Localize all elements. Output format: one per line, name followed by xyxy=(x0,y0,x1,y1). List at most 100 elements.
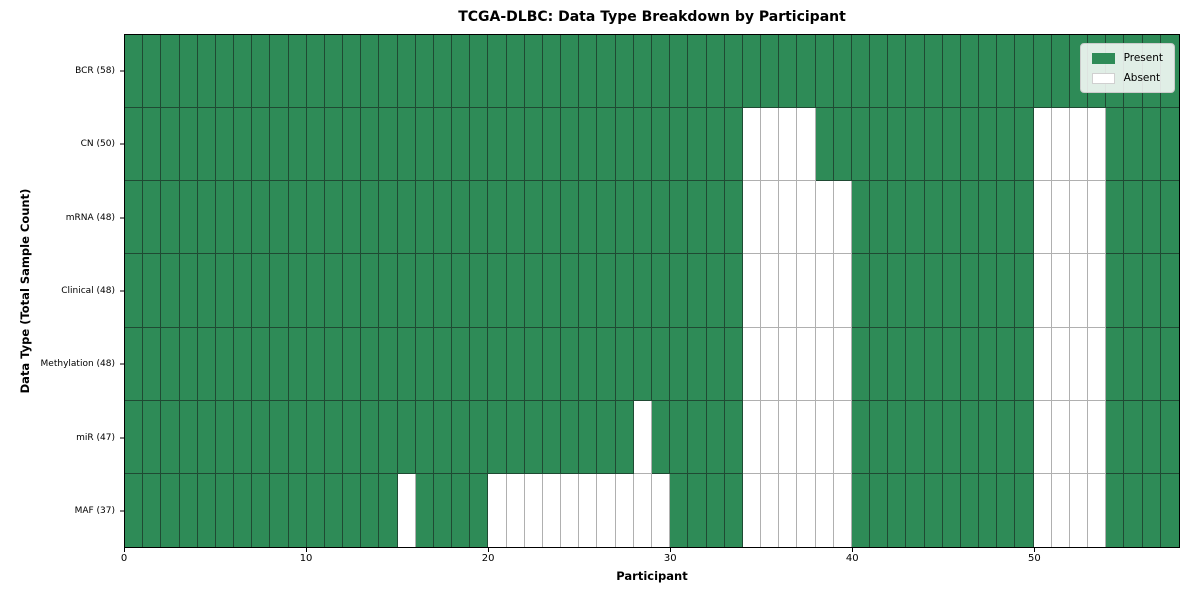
heatmap-cell xyxy=(833,400,852,474)
heatmap-cell xyxy=(488,35,507,109)
heatmap-cell xyxy=(979,400,998,474)
heatmap-cell xyxy=(942,327,961,401)
heatmap-cell xyxy=(542,400,562,474)
heatmap-cell xyxy=(524,254,543,328)
heatmap-cell xyxy=(1142,254,1161,328)
heatmap-cell xyxy=(433,35,453,109)
heatmap-cell xyxy=(488,181,507,255)
y-tick-label: CN (50) xyxy=(80,139,115,150)
heatmap-cell xyxy=(706,181,725,255)
heatmap-cell xyxy=(1160,181,1179,255)
heatmap-cell xyxy=(1069,108,1089,182)
heatmap-cell xyxy=(252,108,271,182)
heatmap-cell xyxy=(197,327,216,401)
heatmap-cell xyxy=(579,400,598,474)
heatmap-cell xyxy=(651,254,671,328)
heatmap-cell xyxy=(797,400,816,474)
heatmap-cell xyxy=(125,108,144,182)
heatmap-cell xyxy=(797,254,816,328)
heatmap-cell xyxy=(651,108,671,182)
heatmap-cell xyxy=(452,35,471,109)
heatmap-cell xyxy=(979,181,998,255)
heatmap-cell xyxy=(125,35,144,109)
y-tick-mark xyxy=(120,437,124,439)
heatmap-cell xyxy=(179,473,198,547)
heatmap-cell xyxy=(870,181,889,255)
heatmap-cell xyxy=(306,35,325,109)
heatmap-cell xyxy=(761,181,780,255)
heatmap-cell xyxy=(670,473,689,547)
heatmap-cell xyxy=(234,473,253,547)
heatmap-cell xyxy=(1142,400,1161,474)
heatmap-cell xyxy=(343,181,362,255)
heatmap-cell xyxy=(924,181,943,255)
heatmap-cell xyxy=(670,181,689,255)
heatmap-cell xyxy=(997,473,1016,547)
heatmap-cell xyxy=(197,181,216,255)
heatmap-cell xyxy=(851,108,871,182)
heatmap-cell xyxy=(597,400,616,474)
heatmap-cell xyxy=(724,473,743,547)
heatmap-cell xyxy=(215,400,235,474)
heatmap-cell xyxy=(415,181,434,255)
heatmap-cell xyxy=(215,254,235,328)
y-axis: BCR (58) CN (50) mRNA (48) Clinical (48) Met… xyxy=(0,34,124,548)
heatmap-cell xyxy=(670,108,689,182)
x-tick-mark xyxy=(124,548,125,552)
heatmap-cell xyxy=(615,327,634,401)
heatmap-cell xyxy=(833,327,852,401)
heatmap-cell xyxy=(143,473,162,547)
heatmap-cell xyxy=(815,35,834,109)
heatmap-cell xyxy=(1033,327,1052,401)
heatmap-cell xyxy=(1051,254,1070,328)
heatmap-cell xyxy=(597,254,616,328)
heatmap-cell xyxy=(361,473,380,547)
heatmap-cell xyxy=(688,108,707,182)
heatmap-cell xyxy=(215,181,235,255)
heatmap-cell xyxy=(870,254,889,328)
heatmap-cell xyxy=(561,473,580,547)
x-axis: 0 10 20 30 40 50 xyxy=(121,548,1180,570)
legend-label-present: Present xyxy=(1123,52,1163,64)
heatmap-cell xyxy=(161,400,180,474)
heatmap-cell xyxy=(488,327,507,401)
heatmap-cell xyxy=(397,254,416,328)
heatmap-cell xyxy=(833,108,852,182)
heatmap-cell xyxy=(906,473,925,547)
heatmap-cell xyxy=(997,400,1016,474)
heatmap-cell xyxy=(633,35,652,109)
heatmap-cell xyxy=(997,254,1016,328)
heatmap-cell xyxy=(234,254,253,328)
heatmap-cell xyxy=(851,400,871,474)
heatmap-cell xyxy=(1124,473,1143,547)
heatmap-cell xyxy=(688,35,707,109)
heatmap-cell xyxy=(1069,254,1089,328)
heatmap-cell xyxy=(379,473,398,547)
heatmap-cell xyxy=(706,400,725,474)
heatmap-cell xyxy=(670,35,689,109)
heatmap-cell xyxy=(288,254,307,328)
heatmap-cell xyxy=(1106,181,1125,255)
heatmap-cell xyxy=(324,254,344,328)
heatmap-cell xyxy=(506,327,525,401)
y-tick-mark xyxy=(120,290,124,292)
heatmap-cell xyxy=(161,35,180,109)
heatmap-cell xyxy=(670,327,689,401)
heatmap-cell xyxy=(979,108,998,182)
heatmap-cell xyxy=(379,35,398,109)
x-tick-mark xyxy=(670,548,672,552)
heatmap-cell xyxy=(815,108,834,182)
heatmap-cell xyxy=(1033,181,1052,255)
heatmap-cell xyxy=(870,327,889,401)
heatmap-cell xyxy=(452,108,471,182)
heatmap-cell xyxy=(1015,473,1034,547)
heatmap-cell xyxy=(215,108,235,182)
heatmap-cell xyxy=(324,181,344,255)
heatmap-cell xyxy=(561,400,580,474)
heatmap-cell xyxy=(997,108,1016,182)
legend-label-absent: Absent xyxy=(1123,72,1161,84)
heatmap-cell xyxy=(906,400,925,474)
heatmap-cell xyxy=(761,327,780,401)
heatmap-cell xyxy=(706,254,725,328)
heatmap-cell xyxy=(270,327,289,401)
